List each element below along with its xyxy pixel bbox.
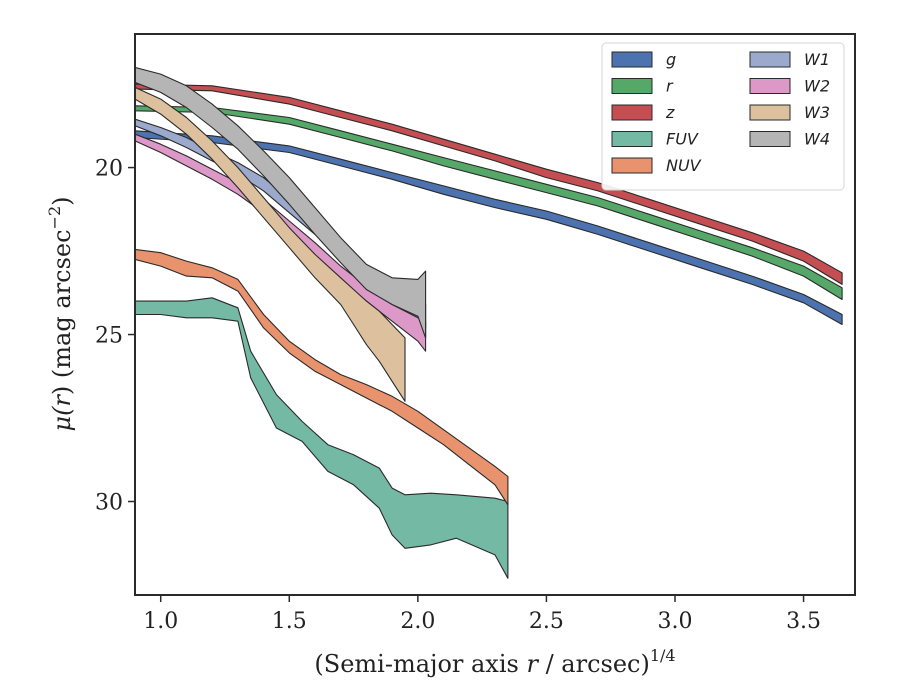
legend-swatch-w1 — [749, 51, 791, 68]
legend: grz FUV NUV W1 W2 W3 W4 — [601, 42, 845, 191]
x-tick-label: 1.5 — [272, 609, 307, 634]
legend-swatch-nuv — [611, 157, 653, 174]
legend-label-w2: W2 — [804, 77, 830, 96]
x-tick-label: 1.0 — [143, 609, 178, 634]
band-w3 — [135, 86, 406, 402]
legend-label-z: z — [665, 103, 675, 122]
legend-swatch-w2 — [749, 78, 791, 94]
legend-label-fuv: FUV — [666, 130, 699, 149]
y-axis-label: μ(r) (mag arcsec−2) — [45, 196, 76, 431]
x-axis: 1.0 1.5 2.0 2.5 3.0 3.5 — [143, 595, 821, 634]
x-tick-label: 3.5 — [786, 609, 821, 634]
legend-label-w4: W4 — [804, 130, 830, 149]
legend-label-g: g — [666, 50, 676, 69]
x-tick-label: 2.5 — [529, 609, 564, 634]
plot-frame — [134, 33, 856, 596]
band-r — [135, 105, 843, 301]
x-tick-label: 2.0 — [400, 609, 435, 634]
band-fuv — [135, 297, 509, 579]
legend-swatch-fuv — [611, 131, 653, 147]
legend-swatch-w4 — [749, 131, 791, 147]
legend-swatch-w3 — [749, 104, 791, 121]
x-tick-label: 3.0 — [658, 609, 693, 634]
legend-swatch-r — [611, 78, 653, 94]
legend-swatch-z — [611, 104, 653, 121]
band-g — [135, 130, 843, 326]
y-tick-label: 30 — [95, 491, 123, 516]
band-nuv — [135, 248, 509, 506]
y-tick-label: 20 — [95, 157, 123, 182]
x-axis-label: (Semi-major axis r / arcsec)1/4 — [314, 646, 675, 678]
legend-label-nuv: NUV — [666, 156, 702, 175]
profile-bands — [135, 66, 843, 579]
legend-swatch-g — [611, 51, 653, 68]
y-tick-label: 25 — [95, 324, 123, 349]
legend-label-w1: W1 — [804, 50, 830, 69]
band-w4 — [135, 66, 427, 339]
legend-label-r: r — [666, 77, 674, 96]
y-axis: 20 25 30 — [95, 157, 135, 516]
legend-label-w3: W3 — [804, 103, 830, 122]
band-z — [135, 83, 843, 285]
